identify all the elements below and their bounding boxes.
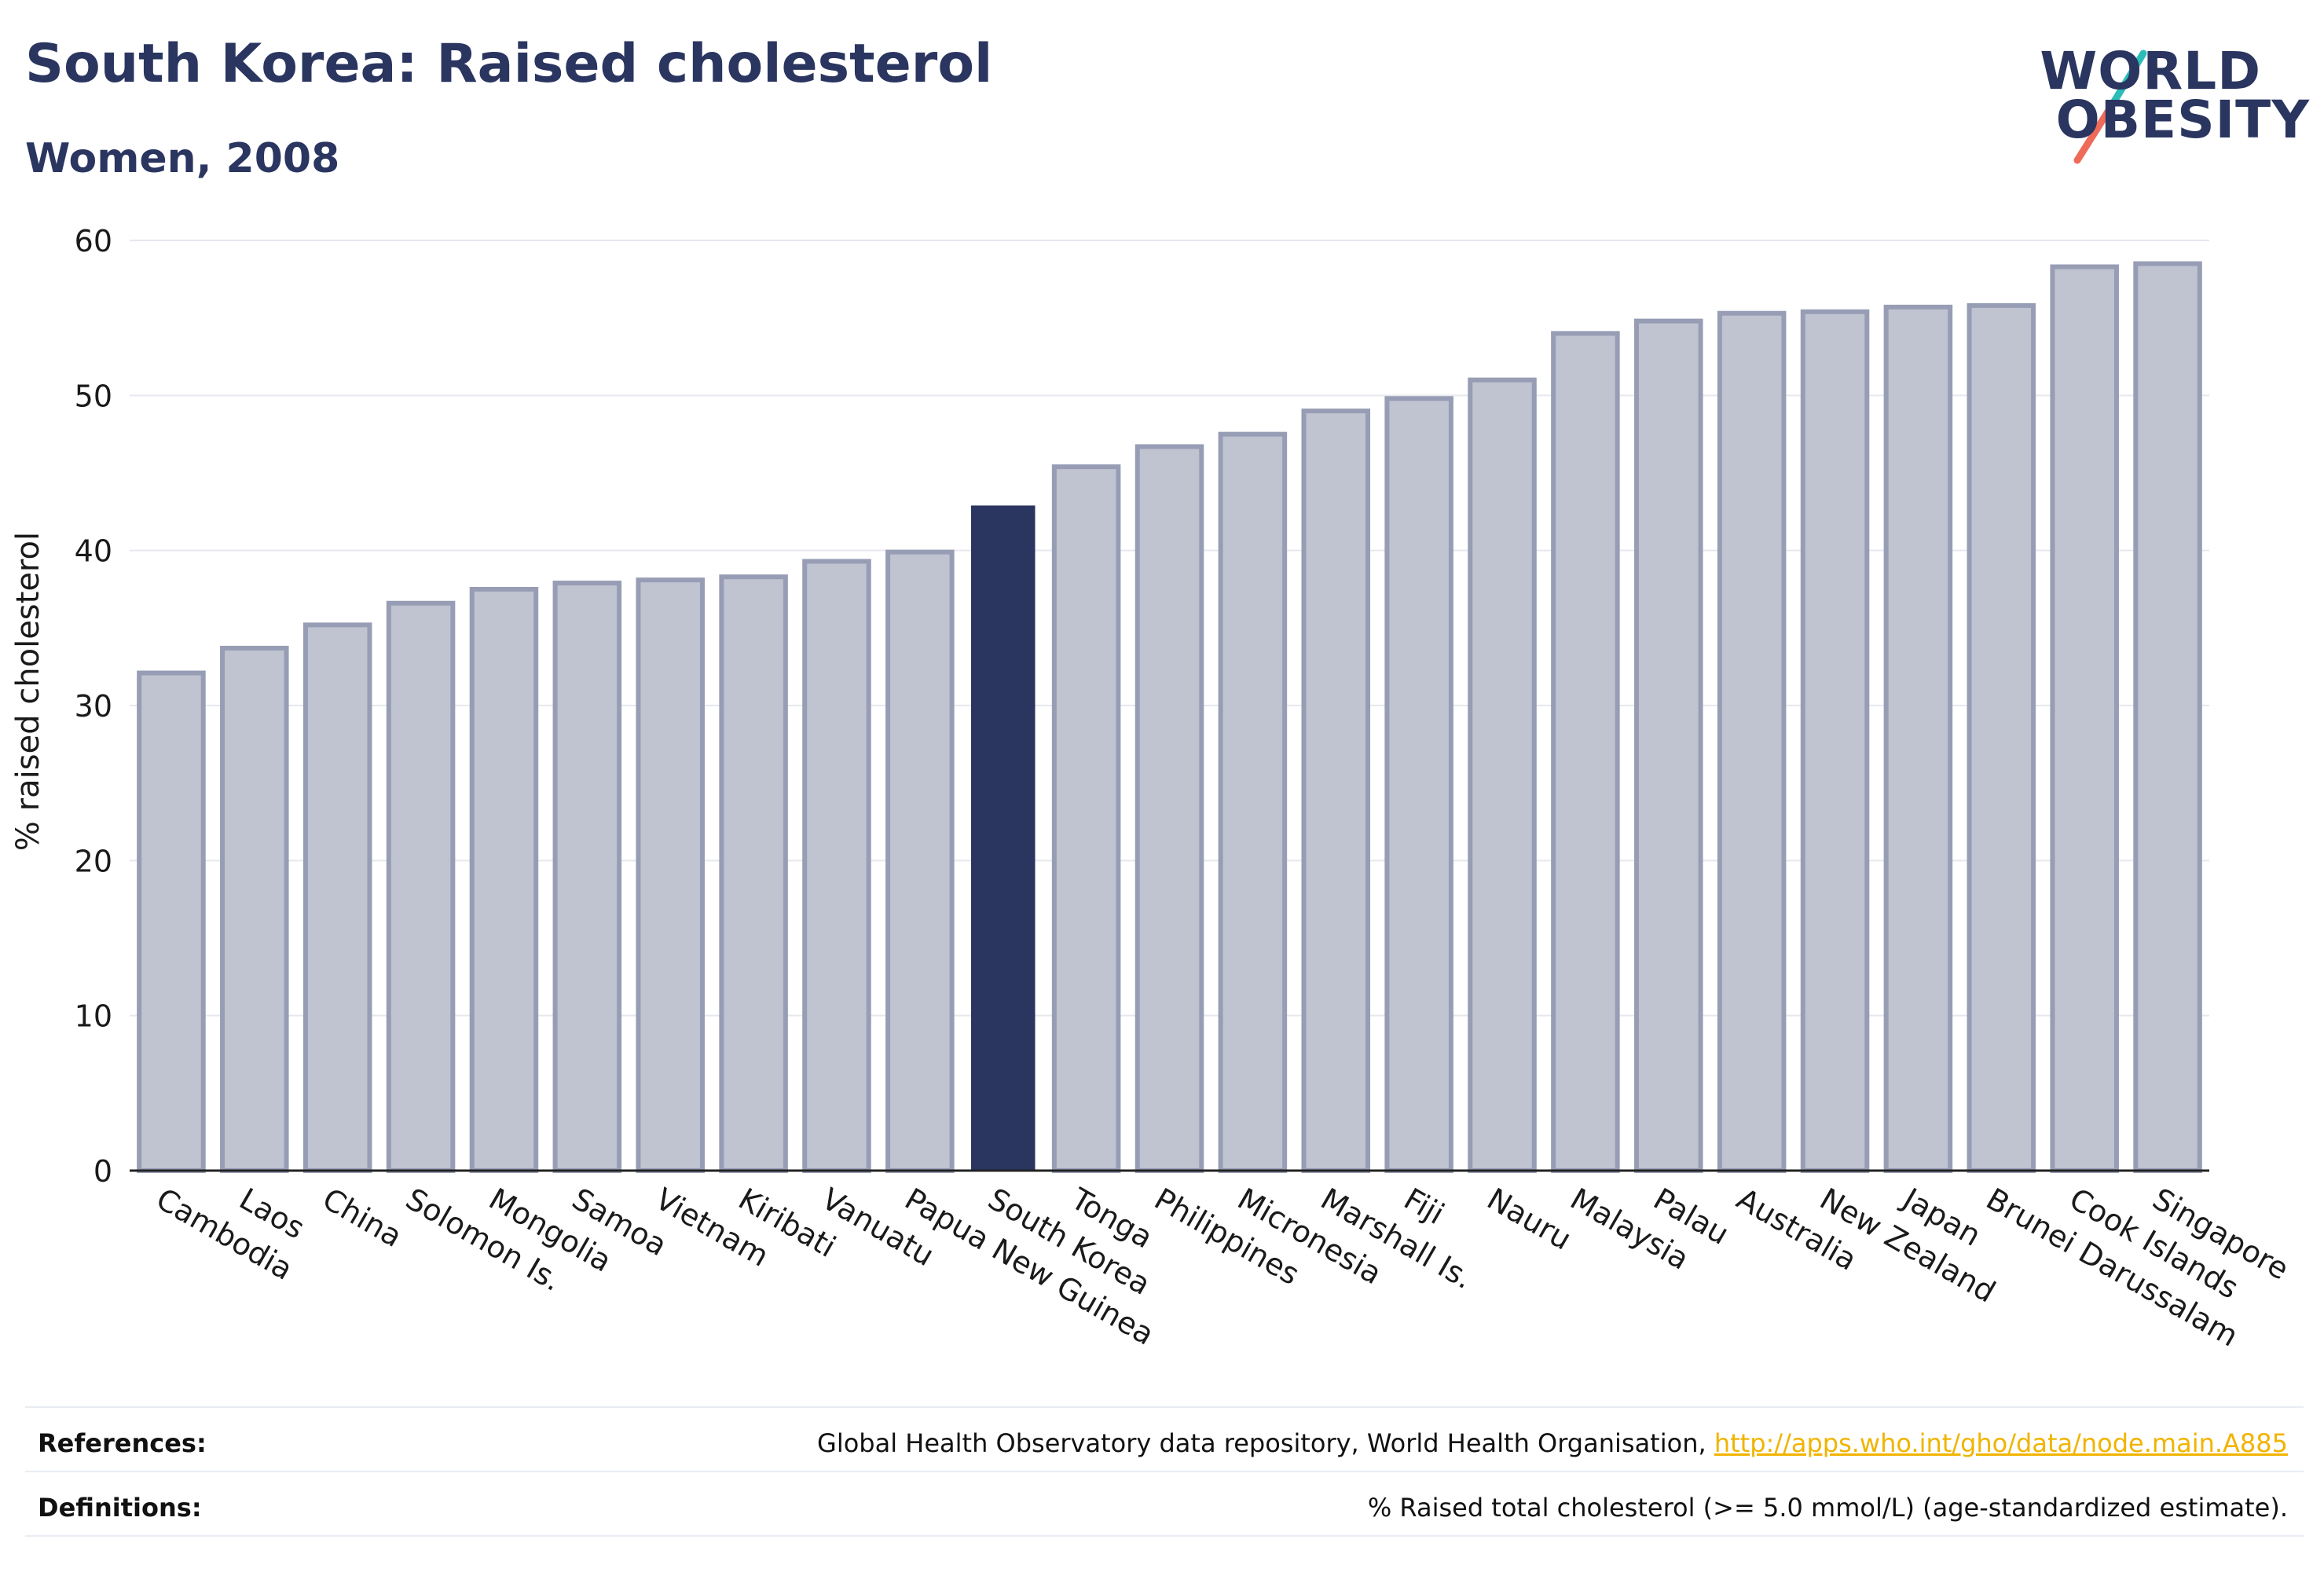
logo-text-obesity: OBESITY [2055,90,2310,150]
y-tick-label: 20 [75,844,112,878]
bar-nauru [1468,377,1537,1174]
bar-layer [137,261,2202,1174]
definitions-label: Definitions: [38,1493,202,1523]
bar-fiji [1384,396,1453,1173]
bar-kiribati [719,574,788,1174]
bar-philippines [1135,444,1204,1174]
references-label: References: [38,1428,207,1458]
bar-laos [220,645,289,1173]
page-subtitle: Women, 2008 [25,135,340,182]
references-text: Global Health Observatory data repositor… [817,1428,2288,1458]
y-tick-label: 10 [75,999,112,1034]
bar-china [302,622,372,1173]
bar-palau [1634,318,1703,1174]
logo-slash-icon [2073,49,2147,164]
footer-divider-middle [25,1471,2304,1472]
bar-vietnam [636,577,705,1174]
y-tick-label: 30 [75,689,112,724]
logo-slash-teal [2108,49,2147,109]
bar-vanuatu [802,559,871,1174]
references-link[interactable]: http://apps.who.int/gho/data/node.main.A… [1714,1428,2288,1458]
bar-singapore [2133,261,2202,1174]
bar-australia [1717,310,1787,1173]
y-tick-label: 0 [93,1154,112,1189]
bar-south-korea [970,505,1036,1171]
bar-mongolia [469,587,539,1173]
logo-slash-coral [2073,101,2116,164]
page-title: South Korea: Raised cholesterol [25,33,993,95]
bar-new-zealand [1800,309,1870,1174]
bar-malaysia [1551,331,1620,1173]
x-tick-label: China [317,1182,408,1254]
bar-marshall-is [1301,409,1371,1174]
y-tick-label: 50 [75,379,112,413]
bar-brunei-darussalam [1967,302,2036,1173]
bar-japan [1883,304,1953,1173]
bar-cambodia [137,670,206,1173]
bar-papua-new-guinea [885,549,955,1173]
world-obesity-logo: WORLD OBESITY [2040,41,2310,167]
bar-tonga [1051,464,1121,1173]
y-tick-label: 40 [75,534,112,569]
bar-samoa [552,581,622,1173]
logo-text-world: WORLD [2040,41,2261,101]
x-tick-label: Nauru [1482,1182,1578,1257]
references-source: Global Health Observatory data repositor… [817,1428,1714,1458]
bar-cook-islands [2050,264,2119,1174]
definitions-text: % Raised total cholesterol (>= 5.0 mmol/… [1367,1493,2288,1523]
bar-micronesia [1218,431,1288,1173]
footer-divider-top [25,1406,2304,1408]
y-tick-label: 60 [75,224,112,258]
footer-divider-bottom [25,1535,2304,1537]
bar-solomon-is [386,600,456,1173]
